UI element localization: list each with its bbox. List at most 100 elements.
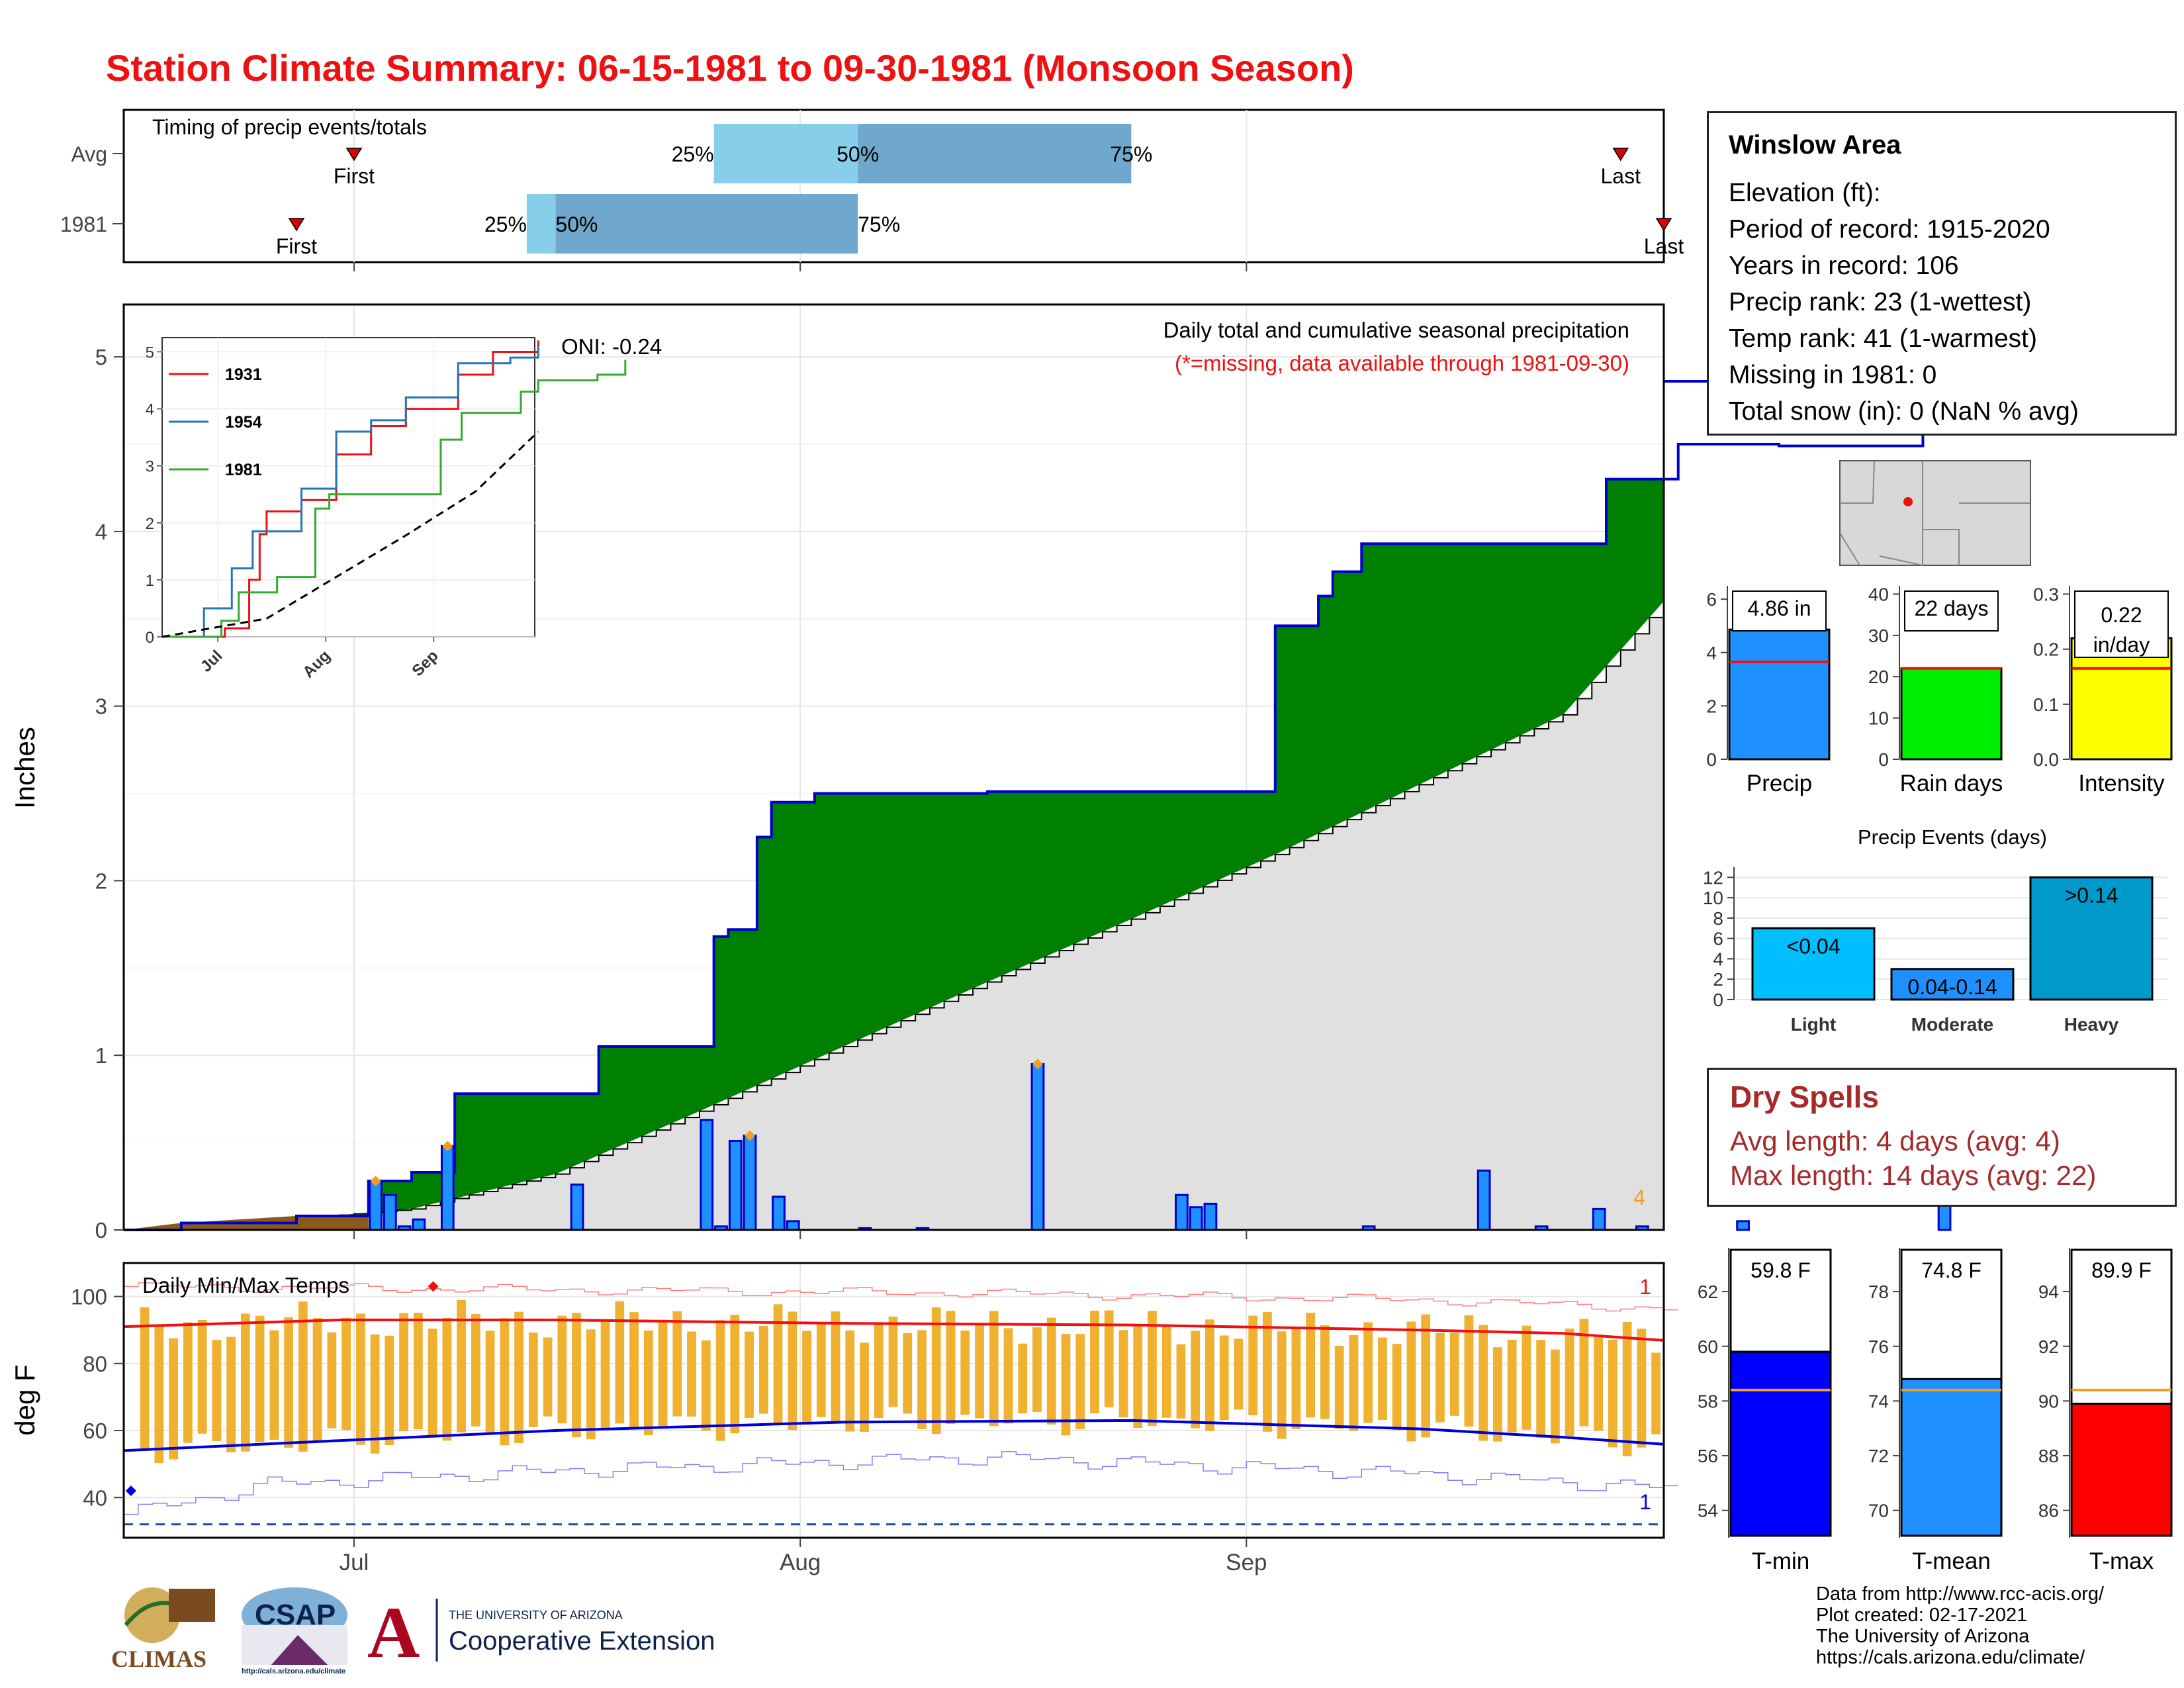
- daily-temp-bar: [298, 1301, 308, 1452]
- temp-bar-2: [2070, 1403, 2173, 1537]
- daily-temp-bar: [1378, 1337, 1387, 1420]
- mini-bar-value-box: [1904, 590, 1999, 632]
- events-category-label: Heavy: [2064, 1014, 2119, 1035]
- daily-temp-bar: [1263, 1311, 1272, 1432]
- daily-temp-bar: [1392, 1344, 1402, 1430]
- climas-logo: [124, 1587, 215, 1643]
- daily-temp-bar: [1018, 1343, 1028, 1414]
- daily-temp-bar: [672, 1311, 682, 1417]
- daily-temp-bar: [197, 1319, 207, 1434]
- record-count-label: 4: [1633, 1186, 1645, 1209]
- timing-box-q25-q50: [713, 124, 858, 183]
- logos: CLIMAS CSAP http://cals.arizona.edu/clim…: [106, 1579, 741, 1678]
- temp-panel-label: Daily Min/Max Temps: [142, 1273, 349, 1297]
- daily-temp-bar: [903, 1333, 913, 1414]
- events-category-label: Moderate: [1911, 1014, 1993, 1035]
- daily-temp-bar: [1479, 1325, 1488, 1441]
- inset-legend-label: 1981: [225, 461, 262, 479]
- mini-bar-tick-label: 2: [1706, 696, 1717, 716]
- daily-temp-bar: [917, 1330, 927, 1429]
- credit-line: Plot created: 02-17-2021: [1816, 1605, 2028, 1626]
- daily-temp-bar: [1507, 1339, 1517, 1432]
- record-precip-marker: [1032, 1058, 1043, 1070]
- daily-precip-bar: [1592, 1207, 1606, 1231]
- page-title: Station Climate Summary: 06-15-1981 to 0…: [106, 47, 1354, 89]
- daily-precip-bar: [440, 1145, 455, 1231]
- temp-bar-value-label: 59.8 F: [1751, 1258, 1811, 1282]
- daily-temp-bar: [1234, 1338, 1244, 1410]
- precip-ylabel: Inches: [9, 727, 40, 809]
- daily-temp-bar: [1406, 1321, 1416, 1442]
- x-tick-label: Aug: [780, 1550, 821, 1575]
- record-precip-marker: [442, 1141, 453, 1152]
- timing-last-marker: [1612, 148, 1629, 162]
- daily-temp-bar: [816, 1322, 826, 1417]
- daily-temp-bar: [370, 1334, 380, 1454]
- temp-frame: [122, 1262, 1665, 1539]
- mini-bar-tick-label: 10: [1868, 708, 1889, 729]
- dry-spells-avg: Avg length: 4 days (avg: 4): [1730, 1125, 2060, 1156]
- daily-temp-bar: [745, 1331, 754, 1418]
- precip-ytick-label: 3: [95, 694, 107, 719]
- daily-temp-bar: [931, 1307, 941, 1434]
- daily-precip-bar: [1175, 1194, 1189, 1231]
- daily-temp-bar: [428, 1329, 437, 1438]
- temp-bar-tick-label: 92: [2038, 1336, 2059, 1357]
- mini-bar-value-box: [2074, 590, 2169, 658]
- daily-temp-bar: [687, 1331, 696, 1417]
- station-location-marker: [1903, 497, 1913, 506]
- temp-ytick-label: 100: [71, 1285, 107, 1309]
- mini-bar-tick-label: 20: [1868, 667, 1889, 687]
- mini-bar-tick-label: 40: [1868, 584, 1889, 604]
- daily-temp-bar: [1148, 1311, 1157, 1426]
- precip-ytick-label: 1: [95, 1043, 107, 1068]
- daily-precip-bar: [1189, 1206, 1203, 1231]
- temp-bar-tick-label: 62: [1698, 1282, 1718, 1302]
- daily-temp-bar: [1349, 1335, 1359, 1431]
- precip-note-missing: (*=missing, data available through 1981-…: [1175, 351, 1629, 375]
- daily-temp-bar: [1449, 1333, 1459, 1416]
- daily-temp-bar: [1320, 1325, 1330, 1419]
- record-low-count: 1: [1639, 1490, 1651, 1514]
- record-high-count: 1: [1639, 1275, 1651, 1299]
- timing-q25-label: 25%: [484, 212, 527, 236]
- cumulative-avg-area: [124, 601, 1664, 1230]
- daily-temp-bar: [471, 1314, 480, 1427]
- daily-temp-bar: [183, 1322, 193, 1443]
- daily-precip-bar: [383, 1194, 397, 1231]
- record-low-marker: [125, 1485, 136, 1497]
- daily-temp-bar: [284, 1317, 293, 1448]
- ua-logo: [364, 1599, 438, 1662]
- daily-temp-bar: [831, 1311, 841, 1421]
- inset-ytick-label: 5: [146, 344, 154, 362]
- daily-temp-bar: [1046, 1317, 1056, 1425]
- temp-bar-tick-label: 58: [1698, 1391, 1718, 1411]
- daily-temp-bar: [1075, 1334, 1085, 1430]
- daily-temp-bar: [960, 1331, 970, 1415]
- mini-bars: 0 2 4 6 4.86 in Precip 0 10 20 30 40 22 days Rain da…: [1706, 584, 2173, 796]
- inset-series-1981: [162, 359, 627, 638]
- inset-frame: [161, 337, 535, 637]
- daily-precip-bar: [786, 1220, 800, 1231]
- daily-precip-bar: [1203, 1202, 1218, 1231]
- daily-temp-bar: [874, 1324, 884, 1419]
- mini-bar-value-box: [1732, 590, 1827, 632]
- inset-series-avg: [161, 430, 539, 638]
- timing-panel: Timing of precip events/totals Avg 25% 50% 7…: [60, 109, 1684, 263]
- oni-label: ONI: -0.24: [561, 334, 662, 359]
- mini-bar-tick-label: 0: [1878, 749, 1889, 770]
- mini-bar-label: Rain days: [1900, 771, 2003, 796]
- mini-bar-tick-label: 0.2: [2033, 639, 2059, 660]
- state-borders: [1840, 460, 2030, 565]
- inset-series-1931: [162, 340, 539, 638]
- dry-spells-title: Dry Spells: [1730, 1080, 1879, 1114]
- timing-last-label: Last: [1601, 164, 1641, 188]
- daily-temp-bar: [1003, 1328, 1013, 1424]
- inset-legend-label: 1954: [225, 413, 262, 432]
- daily-temp-bar: [442, 1317, 452, 1441]
- daily-temp-bar: [643, 1330, 653, 1435]
- daily-temp-bar: [788, 1311, 797, 1430]
- ua-a-logo: A: [367, 1592, 420, 1673]
